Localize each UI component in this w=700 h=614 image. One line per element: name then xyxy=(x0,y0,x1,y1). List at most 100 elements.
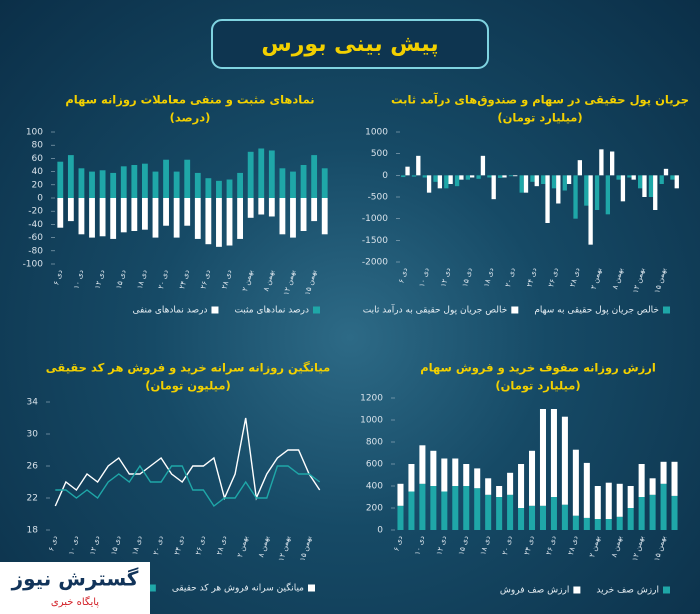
y-tick-label: 1000 xyxy=(365,128,388,138)
bar xyxy=(426,175,432,193)
y-tick-label: 26 xyxy=(27,462,39,472)
bar xyxy=(642,175,647,197)
bar xyxy=(416,155,421,176)
line-series xyxy=(54,417,321,507)
y-tick-label: 500 xyxy=(371,149,388,159)
x-tick-label: ۱۰ دی xyxy=(412,535,426,556)
bar xyxy=(452,458,459,486)
x-tick-label: ۶ دی xyxy=(397,267,410,284)
bar xyxy=(279,168,286,198)
y-tick-label: 100 xyxy=(26,128,43,138)
bar xyxy=(57,198,64,228)
bar xyxy=(566,175,572,184)
bar xyxy=(485,478,492,495)
x-tick-label: ۲۶ دی xyxy=(546,267,560,288)
bar xyxy=(89,198,95,238)
x-tick-label: ۱۰ دی xyxy=(417,267,431,288)
y-tick-label: -80 xyxy=(28,246,43,256)
bar xyxy=(605,175,610,215)
bar xyxy=(311,155,318,198)
bar xyxy=(78,198,85,235)
bar xyxy=(120,198,127,233)
bar xyxy=(205,178,212,198)
bar xyxy=(485,494,492,530)
bar xyxy=(430,486,437,530)
bar xyxy=(583,517,590,530)
x-tick-label: ۲ بهمن xyxy=(587,535,601,559)
bar xyxy=(216,198,222,247)
bar xyxy=(110,198,117,239)
x-tick-label: ۲ بهمن xyxy=(240,269,254,293)
bar xyxy=(173,171,180,198)
x-tick-label: ۱۵ بهمن xyxy=(298,535,313,562)
bar xyxy=(577,160,582,176)
bar xyxy=(184,159,191,198)
bar xyxy=(550,409,557,497)
y-tick-label: 22 xyxy=(27,494,38,504)
bar xyxy=(474,488,481,530)
bar xyxy=(78,168,85,198)
legend-swatch xyxy=(663,306,670,314)
bar xyxy=(502,175,507,178)
x-tick-label: ۱۵ بهمن xyxy=(652,535,667,562)
bar xyxy=(444,175,449,189)
bar xyxy=(452,486,459,530)
bar xyxy=(67,155,74,198)
bar xyxy=(627,486,634,508)
y-tick-label: 800 xyxy=(366,438,383,448)
x-tick-label: ۱۸ دی xyxy=(130,535,144,556)
bar xyxy=(411,175,417,177)
x-tick-label: ۱۲ دی xyxy=(434,535,448,556)
x-tick-label: ۲۴ دی xyxy=(525,267,539,288)
y-tick-label: 40 xyxy=(32,167,44,177)
x-tick-label: ۲۶ دی xyxy=(198,269,212,290)
chart-subtitle: (درصد) xyxy=(170,111,211,125)
x-tick-label: ۱۵ بهمن xyxy=(652,267,667,294)
x-tick-label: ۱۲ دی xyxy=(439,267,453,288)
bar xyxy=(620,175,626,202)
legend-label: میانگین سرانه فروش هر کد حقیقی xyxy=(172,582,304,594)
bar xyxy=(237,198,244,239)
x-tick-label: ۲۸ دی xyxy=(566,535,580,556)
bar xyxy=(519,175,524,193)
x-tick-label: ۲۰ دی xyxy=(151,535,165,556)
x-tick-label: ۱۸ دی xyxy=(478,535,492,556)
bar xyxy=(507,494,514,530)
x-tick-label: ۶ دی xyxy=(51,269,64,286)
x-tick-label: ۱۸ دی xyxy=(482,267,496,288)
x-tick-label: ۱۲ دی xyxy=(93,269,107,290)
bar xyxy=(194,198,201,239)
x-tick-label: ۱۸ دی xyxy=(135,269,149,290)
legend-label: درصد نمادهای مثبت xyxy=(234,306,309,316)
y-tick-label: 400 xyxy=(366,482,383,492)
logo-tagline: پایگاه خبری xyxy=(51,596,99,608)
bar xyxy=(627,175,632,178)
bar xyxy=(448,175,453,184)
x-tick-label: ۲ بهمن xyxy=(589,267,603,291)
chart-title: میانگین روزانه سرانه خرید و فروش هر کد ح… xyxy=(46,361,330,376)
y-tick-label: -500 xyxy=(368,193,389,203)
bar xyxy=(437,175,442,189)
bar xyxy=(163,198,169,226)
bar xyxy=(258,198,265,215)
y-tick-label: 34 xyxy=(27,398,39,408)
bar xyxy=(496,497,503,530)
x-tick-label: ۲۰ دی xyxy=(500,535,514,556)
y-tick-label: -60 xyxy=(28,233,43,243)
legend-label: ارزش صف فروش xyxy=(500,586,569,596)
bar xyxy=(573,175,578,219)
y-tick-label: -40 xyxy=(28,220,43,230)
bar xyxy=(530,175,535,182)
x-tick-label: ۲۶ دی xyxy=(544,535,558,556)
bar xyxy=(290,198,296,238)
bar xyxy=(268,198,275,217)
bar xyxy=(518,464,525,508)
bar xyxy=(99,198,106,237)
bar xyxy=(99,170,106,198)
y-tick-label: 200 xyxy=(366,504,383,514)
bar xyxy=(247,151,254,198)
bar xyxy=(57,161,64,198)
bar xyxy=(491,175,496,200)
